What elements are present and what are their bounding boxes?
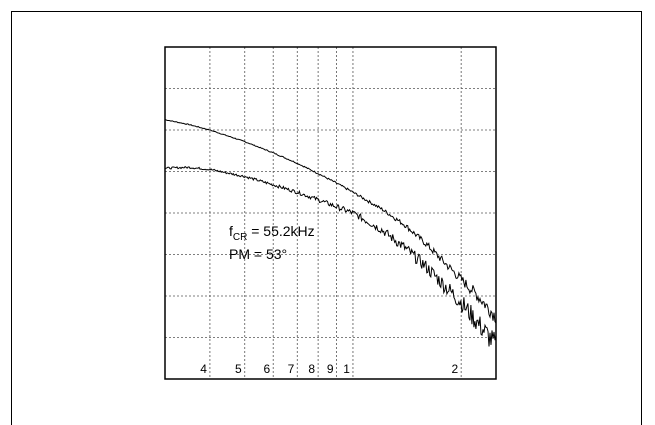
series-line-2 [164,165,497,347]
x-tick-label: 8 [308,362,315,376]
grid-lines [165,47,496,379]
x-tick-label: 5 [235,362,242,376]
x-tick-label: 2 [451,362,458,376]
x-tick-label: 6 [264,362,271,376]
annotation: fCR = 55.2kHz PM = 53° [229,223,315,262]
series-line-1 [164,119,497,324]
plot-border [164,46,497,380]
x-tick-label: 9 [327,362,334,376]
crossover-frequency-label: fCR = 55.2kHz [229,223,315,243]
x-tick-label: 1 [343,362,350,376]
phase-margin-label: PM = 53° [229,246,287,262]
series-layer [164,119,497,347]
figure-frame [11,11,642,425]
x-tick-label: 4 [200,362,207,376]
x-tick-label: 7 [288,362,295,376]
